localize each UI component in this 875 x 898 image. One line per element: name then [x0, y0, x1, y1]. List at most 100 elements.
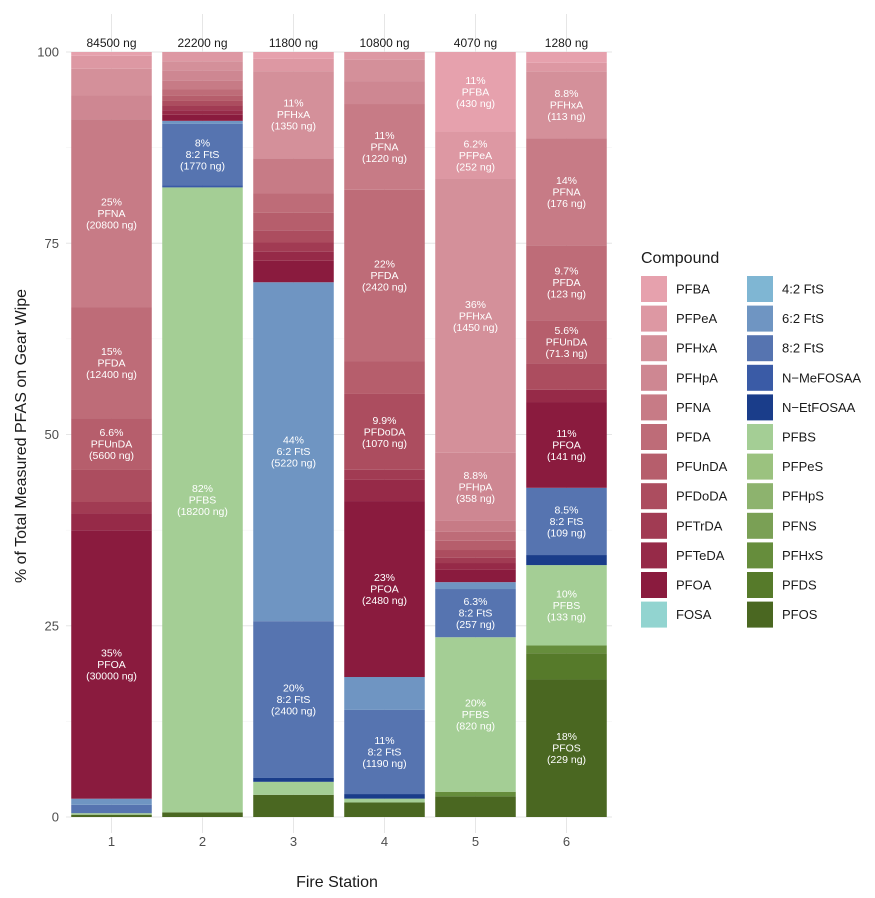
bar-segment — [71, 307, 152, 419]
legend-key — [747, 364, 773, 391]
segment-label: (109 ng) — [547, 527, 586, 539]
bar-segment — [344, 393, 425, 470]
total-label: 4070 ng — [454, 36, 497, 50]
legend-label: FOSA — [676, 607, 712, 622]
bar-segment — [71, 804, 152, 814]
segment-label: 25% — [101, 196, 122, 208]
segment-label: PFHxA — [550, 99, 583, 111]
bar-segment — [526, 52, 607, 63]
legend-key — [747, 601, 773, 628]
segment-label: PFHxA — [277, 109, 310, 121]
bar-segment — [526, 555, 607, 566]
legend-key — [641, 572, 667, 598]
legend-key — [747, 276, 773, 302]
bar-segment — [526, 653, 607, 680]
segment-label: (1190 ng) — [362, 758, 406, 770]
segment-label: PFOA — [97, 659, 126, 671]
segment-label: (252 ng) — [456, 161, 495, 173]
segment-label: PFDA — [370, 270, 398, 282]
bar-segment — [344, 794, 425, 799]
bar-segment — [253, 71, 334, 159]
bar-segment — [435, 796, 516, 817]
bar-segment — [71, 55, 152, 69]
bar-segment — [344, 802, 425, 817]
total-label: 10800 ng — [359, 36, 409, 50]
segment-label: 8:2 FtS — [459, 608, 493, 620]
bar-segment — [435, 52, 516, 132]
legend-label: PFDA — [676, 430, 711, 445]
legend-label: PFHxS — [782, 548, 824, 563]
bar-segment — [162, 120, 243, 124]
total-label: 1280 ng — [545, 36, 588, 50]
bar-segment — [253, 251, 334, 261]
bar-segment — [344, 59, 425, 82]
segment-label: PFBS — [553, 600, 580, 612]
y-tick-labels: 0 25 50 75 100 — [37, 45, 59, 825]
bar-segment — [435, 637, 516, 792]
segment-label: 8:2 FtS — [550, 516, 584, 528]
legend-key — [747, 512, 773, 539]
segment-label: (2420 ng) — [362, 281, 407, 293]
legend-label: PFHpA — [676, 370, 718, 385]
segment-label: 8:2 FtS — [186, 149, 220, 161]
legend-key — [641, 424, 667, 450]
segment-label: (12400 ng) — [86, 369, 137, 381]
legend-label: N−MeFOSAA — [782, 370, 861, 385]
bar-segment — [435, 178, 516, 453]
legend-label: PFHxA — [676, 341, 718, 356]
bar-segment — [526, 487, 607, 556]
segment-label: 6.2% — [464, 138, 488, 150]
bar-segment — [526, 389, 607, 403]
legend-key — [747, 424, 773, 450]
bar-segment — [435, 531, 516, 541]
legend-key — [641, 512, 667, 539]
bar-segment — [162, 70, 243, 81]
legend-key — [747, 305, 773, 332]
legend-label: PFOA — [676, 578, 712, 593]
segment-label: 22% — [374, 258, 395, 270]
legend-key — [747, 335, 773, 362]
segment-label: (176 ng) — [547, 198, 586, 210]
segment-label: (1770 ng) — [180, 161, 225, 173]
segment-label: (133 ng) — [547, 611, 586, 623]
segment-label: PFOS — [552, 743, 581, 755]
bar-segment — [253, 621, 334, 778]
bar-segment — [71, 95, 152, 120]
bar-segment — [162, 812, 243, 817]
segment-label: PFOA — [552, 439, 581, 451]
total-label: 11800 ng — [269, 36, 318, 50]
bar-segment — [71, 530, 152, 799]
segment-label: 11% — [374, 735, 394, 747]
bar-segment — [526, 320, 607, 364]
segment-label: PFBA — [462, 86, 489, 98]
segment-label: (820 ng) — [456, 720, 495, 732]
segment-label: (123 ng) — [547, 289, 586, 301]
bar-segment — [526, 71, 607, 139]
y-tick-label: 25 — [45, 618, 59, 633]
x-tick-label: 4 — [381, 834, 388, 849]
bar-segment — [162, 89, 243, 96]
y-tick-label: 75 — [45, 236, 59, 251]
segment-label: PFDA — [97, 357, 125, 369]
bar-segment — [162, 61, 243, 71]
segment-label: 14% — [556, 175, 577, 187]
bar-segment — [71, 798, 152, 805]
bar-segment — [253, 212, 334, 231]
segment-label: PFUnDA — [91, 439, 132, 451]
segment-label: 20% — [465, 697, 486, 709]
segment-label: PFNA — [370, 141, 398, 153]
bar-segment — [253, 230, 334, 243]
segment-label: 6.3% — [464, 596, 488, 608]
bar-segment — [435, 563, 516, 570]
segment-label: 6.6% — [100, 427, 124, 439]
legend-key — [641, 394, 667, 421]
bar-segment — [344, 189, 425, 362]
segment-label: (1350 ng) — [271, 121, 316, 133]
bar-segment — [526, 565, 607, 646]
legend-label: 4:2 FtS — [782, 282, 824, 297]
segment-label: (2400 ng) — [271, 706, 316, 718]
segment-label: (5600 ng) — [89, 450, 134, 462]
segment-labels: 35%PFOA(30000 ng)6.6%PFUnDA(5600 ng)15%P… — [86, 75, 587, 770]
bar-segment — [253, 193, 334, 213]
